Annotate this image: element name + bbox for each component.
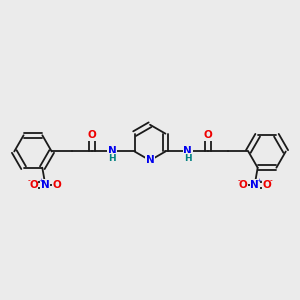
Text: H: H [184, 154, 191, 163]
Text: +: + [256, 178, 262, 183]
Text: -: - [269, 176, 272, 185]
Text: N: N [250, 180, 259, 190]
Text: O: O [88, 130, 97, 140]
Text: N: N [183, 146, 192, 157]
Text: O: O [29, 180, 38, 190]
Text: H: H [109, 154, 116, 163]
Text: O: O [238, 180, 247, 190]
Text: -: - [237, 176, 240, 185]
Text: O: O [203, 130, 212, 140]
Text: N: N [146, 155, 154, 165]
Text: N: N [41, 180, 50, 190]
Text: O: O [53, 180, 62, 190]
Text: -: - [28, 176, 31, 185]
Text: O: O [262, 180, 271, 190]
Text: N: N [108, 146, 117, 157]
Text: +: + [38, 178, 44, 183]
